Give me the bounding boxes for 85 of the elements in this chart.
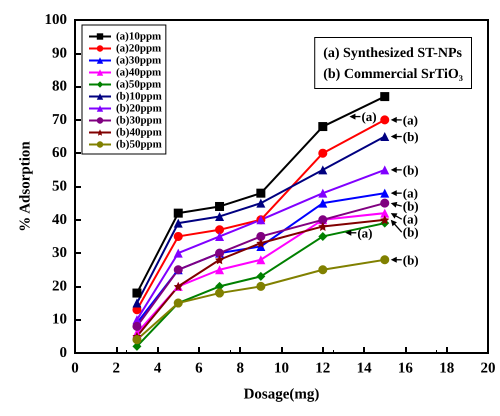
point: [256, 255, 266, 264]
point: [318, 122, 328, 132]
x-tick-label: 6: [195, 360, 204, 376]
legend-label: (b)30ppm: [116, 114, 162, 126]
point: [256, 282, 266, 291]
point: [380, 215, 390, 224]
point: [215, 265, 224, 274]
point: [318, 232, 328, 241]
x-tick-label: 14: [356, 360, 372, 376]
point: [380, 115, 390, 124]
x-tick-label: 0: [71, 360, 79, 376]
y-tick-label: 50: [52, 178, 67, 194]
point: [256, 232, 266, 241]
point: [132, 288, 142, 298]
legend-label: (a)30ppm: [116, 54, 162, 66]
point: [174, 208, 183, 218]
point: [380, 188, 390, 198]
legend-label: (a)20ppm: [116, 42, 162, 54]
y-tick-label: 100: [44, 12, 67, 28]
point: [380, 208, 390, 218]
annotation: (b): [402, 252, 419, 268]
x-tick-label: 12: [315, 360, 330, 376]
y-tick-label: 80: [52, 78, 67, 95]
point: [318, 222, 328, 231]
x-tick-label: 18: [439, 360, 454, 376]
legend-label: (b)40ppm: [116, 126, 162, 138]
point: [380, 132, 390, 142]
y-tick-label: 30: [52, 245, 67, 262]
y-tick-label: 10: [52, 312, 67, 328]
annotation: (b) Commercial SrTiO₃: [323, 67, 464, 82]
x-tick-label: 10: [274, 360, 289, 376]
x-tick-label: 16: [398, 360, 414, 376]
legend-label: (b)50ppm: [116, 138, 162, 150]
point: [174, 218, 183, 228]
point: [215, 202, 224, 211]
x-tick-label: 4: [154, 360, 162, 376]
x-axis-title: Dosage(mg): [244, 386, 320, 402]
point: [215, 225, 224, 234]
x-tick-label: 20: [480, 360, 496, 376]
legend-label: (a)10ppm: [116, 30, 162, 42]
point: [132, 298, 142, 308]
point: [318, 148, 328, 158]
point: [215, 232, 224, 241]
point: [256, 198, 266, 208]
y-tick-label: 70: [52, 112, 67, 128]
point: [174, 232, 183, 241]
point: [256, 238, 266, 248]
annotation: (a): [402, 112, 418, 128]
y-tick-label: 60: [52, 145, 67, 162]
legend-label: (b)20ppm: [116, 102, 162, 114]
annotation: (a): [402, 186, 418, 201]
point: [215, 212, 224, 221]
point: [132, 335, 142, 344]
annotation: (b): [402, 224, 419, 240]
point: [256, 188, 266, 198]
point: [174, 248, 183, 258]
point: [256, 272, 266, 281]
y-axis-title: % Adsorption: [18, 140, 34, 232]
y-tick-label: 20: [52, 278, 67, 294]
point: [380, 165, 390, 174]
point: [215, 255, 224, 264]
point: [380, 198, 390, 208]
point: [318, 265, 328, 274]
annotation: (b): [402, 198, 419, 214]
x-tick-label: 2: [112, 360, 120, 376]
point: [318, 198, 328, 208]
annotation: (b): [402, 162, 419, 178]
annotation: (a) Synthesized ST-NPs: [323, 46, 462, 61]
annotation: (a): [361, 109, 377, 124]
legend-label: (a)40ppm: [116, 66, 162, 78]
legend-label: (b)10ppm: [116, 90, 162, 102]
annotation: (a): [402, 212, 418, 227]
point: [318, 165, 328, 174]
point: [380, 92, 390, 102]
point: [215, 288, 224, 298]
annotation: (b): [402, 129, 419, 144]
annotation: (a): [357, 225, 372, 240]
y-tick-label: 40: [52, 212, 67, 228]
y-tick-label: 0: [60, 345, 67, 361]
x-tick-label: 8: [236, 360, 244, 376]
point: [380, 255, 390, 264]
point: [318, 188, 328, 198]
point: [132, 322, 142, 331]
legend-label: (a)50ppm: [116, 78, 162, 90]
y-tick-label: 90: [52, 45, 67, 62]
